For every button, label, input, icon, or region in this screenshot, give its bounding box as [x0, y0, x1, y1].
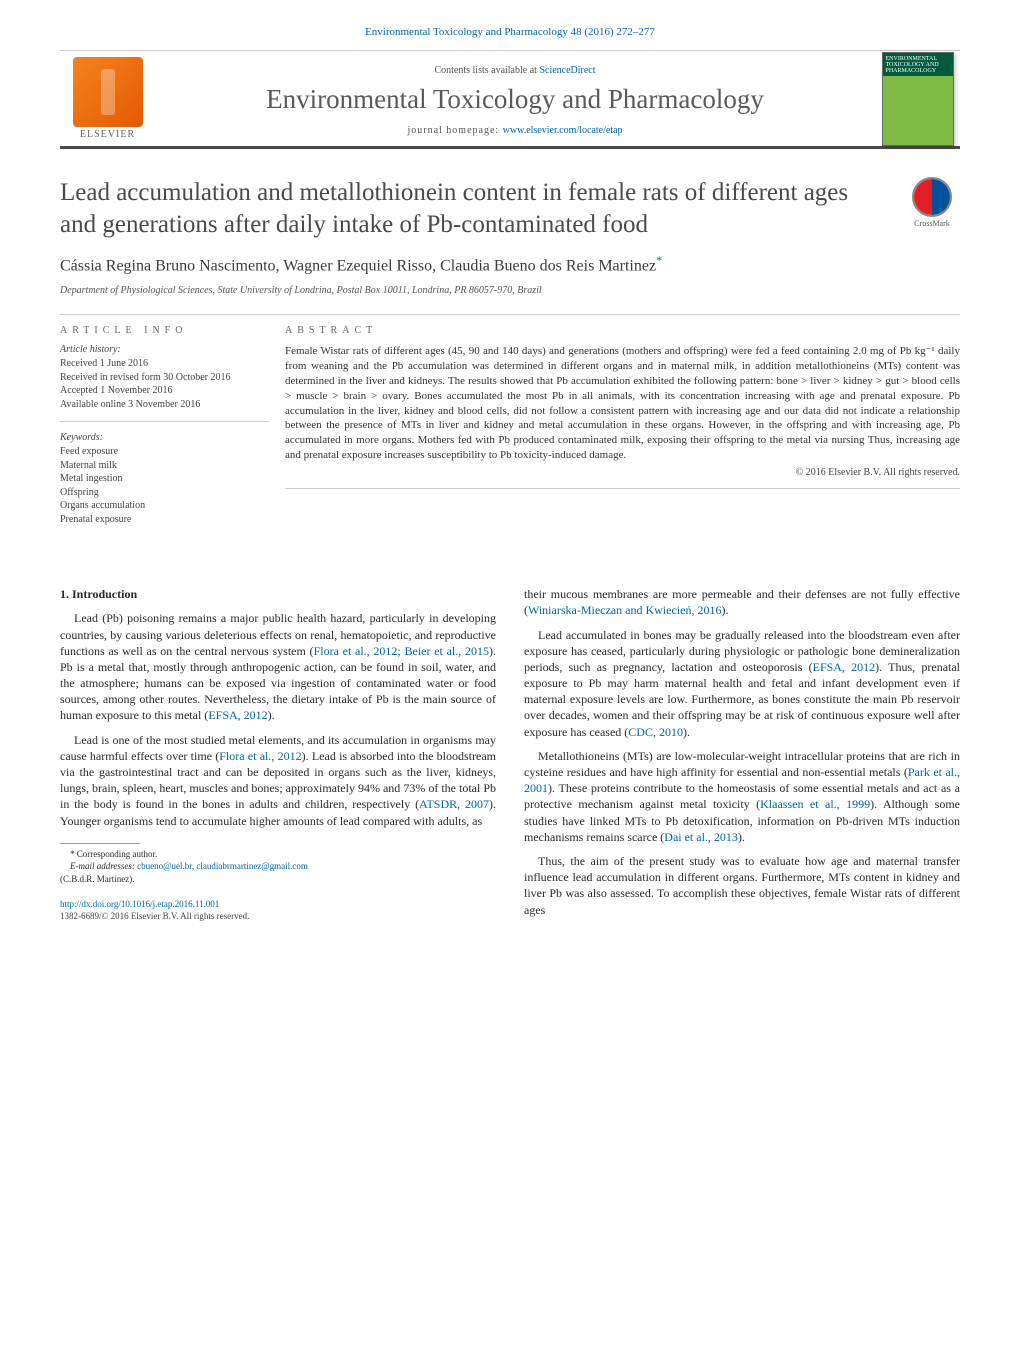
publisher-label: ELSEVIER — [80, 129, 135, 140]
cite-atsdr[interactable]: ATSDR, 2007 — [419, 797, 489, 811]
corresponding-label: Corresponding author. — [77, 849, 158, 859]
journal-masthead: ELSEVIER Contents lists available at Sci… — [60, 50, 960, 149]
intro-p2: Lead is one of the most studied metal el… — [60, 732, 496, 829]
cite-efsa-1[interactable]: EFSA, 2012 — [208, 708, 267, 722]
homepage-prefix: journal homepage: — [407, 125, 499, 136]
history-label: Article history: — [60, 344, 269, 355]
issn-rights: 1382-6689/© 2016 Elsevier B.V. All right… — [60, 911, 496, 923]
email-label: E-mail addresses: — [70, 861, 135, 871]
email-2[interactable]: claudiabrmartinez@gmail.com — [196, 861, 308, 871]
cite-flora-beier[interactable]: Flora et al., 2012; Beier et al., 2015 — [314, 644, 489, 658]
email-1[interactable]: cbueno@uel.br — [137, 861, 192, 871]
article-info-heading: article info — [60, 325, 269, 336]
article-info-column: article info Article history: Received 1… — [60, 315, 285, 556]
contents-line: Contents lists available at ScienceDirec… — [155, 65, 875, 76]
intro-p1: Lead (Pb) poisoning remains a major publ… — [60, 610, 496, 723]
cite-winiarska[interactable]: Winiarska-Mieczan and Kwiecień, 2016 — [528, 603, 721, 617]
crossmark-label: CrossMark — [914, 219, 950, 228]
doi-block: http://dx.doi.org/10.1016/j.etap.2016.11… — [60, 899, 496, 922]
journal-cover-icon: ENVIRONMENTAL TOXICOLOGY AND PHARMACOLOG… — [882, 52, 954, 146]
masthead-center: Contents lists available at ScienceDirec… — [155, 51, 875, 146]
email-owner: (C.B.d.R. Martinez). — [60, 873, 496, 885]
keywords-text: Feed exposure Maternal milk Metal ingest… — [60, 445, 269, 526]
abstract-text: Female Wistar rats of different ages (45… — [285, 344, 960, 463]
abstract-heading: abstract — [285, 325, 960, 336]
homepage-line: journal homepage: www.elsevier.com/locat… — [155, 125, 875, 136]
history-text: Received 1 June 2016 Received in revised… — [60, 357, 269, 411]
section-1-heading: 1. Introduction — [60, 586, 496, 602]
right-p4: Thus, the aim of the present study was t… — [524, 853, 960, 918]
contents-prefix: Contents lists available at — [434, 65, 536, 76]
abstract-rule — [285, 488, 960, 489]
journal-cover-block: ENVIRONMENTAL TOXICOLOGY AND PHARMACOLOG… — [875, 51, 960, 146]
authors-text: Cássia Regina Bruno Nascimento, Wagner E… — [60, 257, 656, 274]
body-right-column: their mucous membranes are more permeabl… — [524, 586, 960, 926]
right-p3: Metallothioneins (MTs) are low-molecular… — [524, 748, 960, 845]
running-header: Environmental Toxicology and Pharmacolog… — [60, 26, 960, 38]
cite-cdc[interactable]: CDC, 2010 — [628, 725, 683, 739]
corresponding-footnote: * Corresponding author. — [60, 848, 496, 860]
homepage-link[interactable]: www.elsevier.com/locate/etap — [503, 125, 623, 136]
right-p2: Lead accumulated in bones may be gradual… — [524, 627, 960, 740]
crossmark-icon — [912, 177, 952, 217]
keywords-label: Keywords: — [60, 432, 269, 443]
footnote-rule — [60, 843, 140, 844]
cite-efsa-2[interactable]: EFSA, 2012 — [813, 660, 876, 674]
publisher-logo-block: ELSEVIER — [60, 51, 155, 146]
doi-link[interactable]: http://dx.doi.org/10.1016/j.etap.2016.11… — [60, 899, 496, 911]
corresponding-mark: * — [656, 253, 662, 267]
right-p1: their mucous membranes are more permeabl… — [524, 586, 960, 618]
abstract-copyright: © 2016 Elsevier B.V. All rights reserved… — [285, 467, 960, 478]
abstract-column: abstract Female Wistar rats of different… — [285, 315, 960, 556]
cite-flora[interactable]: Flora et al., 2012 — [219, 749, 301, 763]
elsevier-tree-icon — [73, 57, 143, 127]
sciencedirect-link[interactable]: ScienceDirect — [539, 65, 595, 76]
cite-dai[interactable]: Dai et al., 2013 — [664, 830, 738, 844]
email-footnote: E-mail addresses: cbueno@uel.br, claudia… — [60, 860, 496, 872]
article-title: Lead accumulation and metallothionein co… — [60, 177, 884, 241]
affiliation: Department of Physiological Sciences, St… — [60, 285, 960, 296]
body-left-column: 1. Introduction Lead (Pb) poisoning rema… — [60, 586, 496, 926]
crossmark-badge[interactable]: CrossMark — [904, 177, 960, 228]
corresponding-mark-fn: * — [70, 849, 75, 859]
journal-title: Environmental Toxicology and Pharmacolog… — [155, 84, 875, 115]
cite-klaassen[interactable]: Klaassen et al., 1999 — [760, 797, 870, 811]
journal-cover-text: ENVIRONMENTAL TOXICOLOGY AND PHARMACOLOG… — [886, 56, 950, 74]
author-list: Cássia Regina Bruno Nascimento, Wagner E… — [60, 253, 960, 277]
